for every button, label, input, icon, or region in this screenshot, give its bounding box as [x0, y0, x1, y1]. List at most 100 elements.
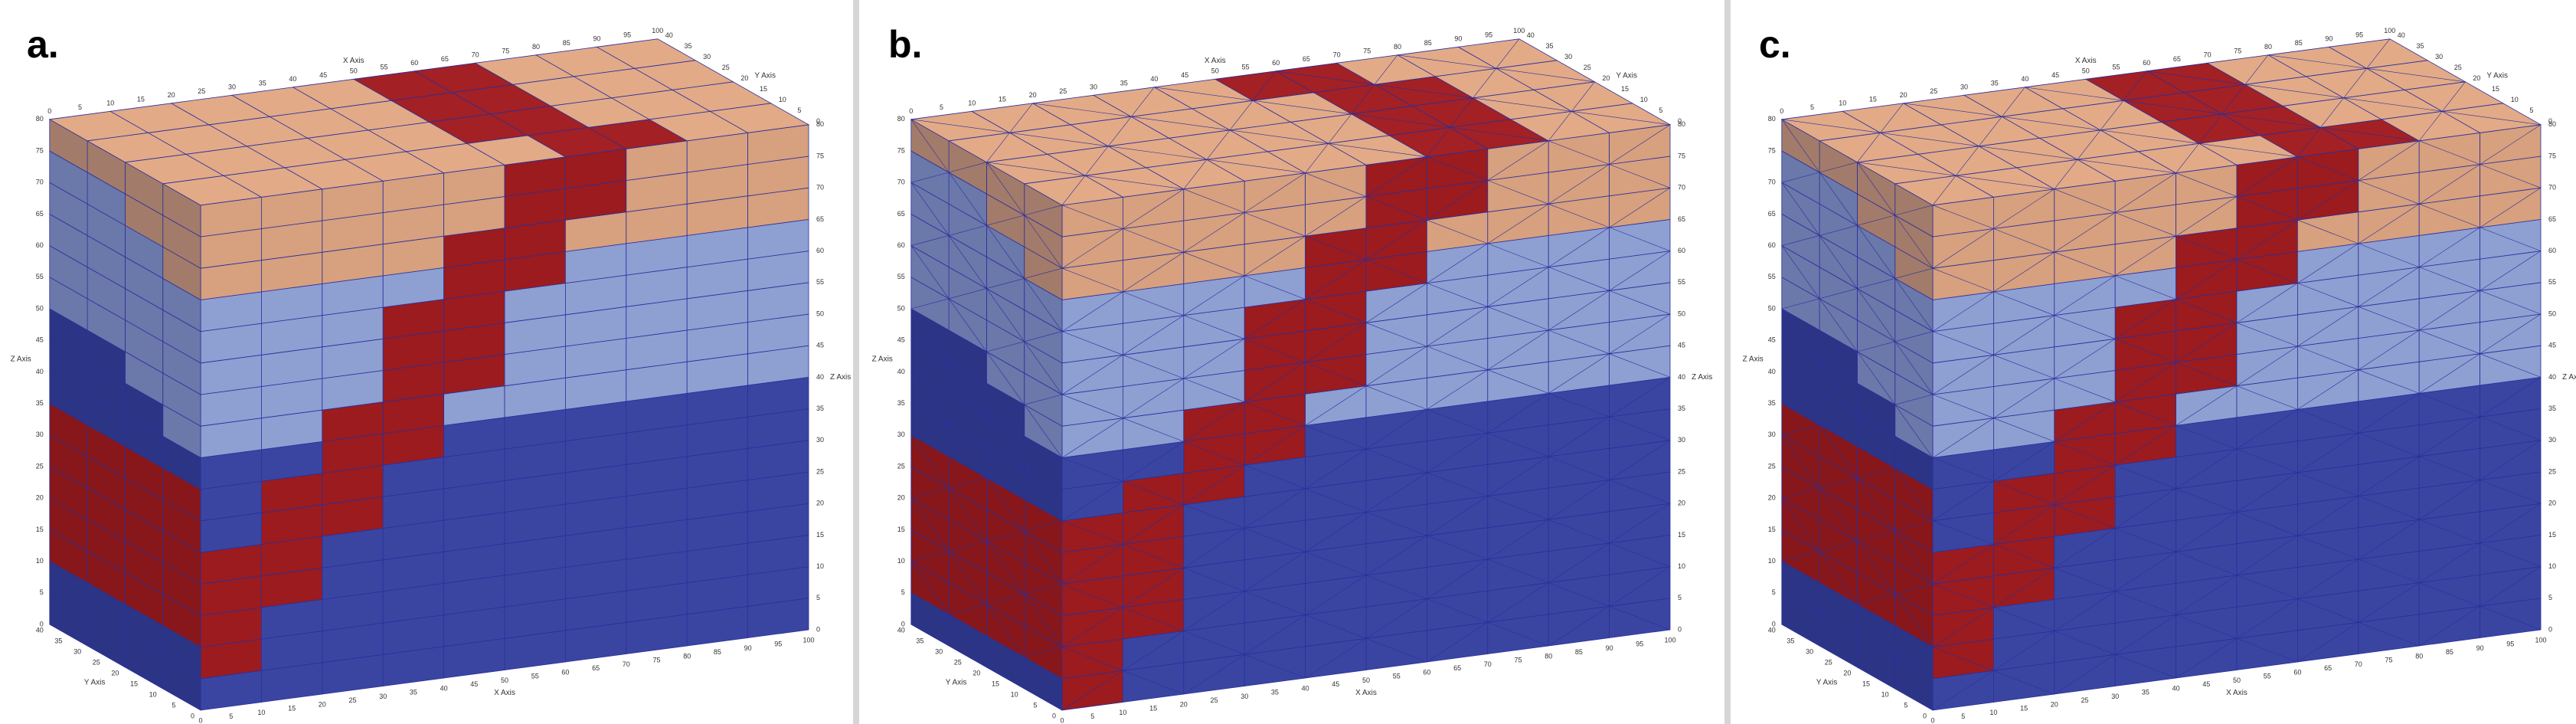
- cell-diagonal: [2419, 456, 2480, 480]
- cell-diagonal: [1487, 432, 1549, 457]
- x-tick-label: 85: [2446, 648, 2453, 656]
- cell-diagonal: [1244, 528, 1306, 552]
- cell-diagonal: [2115, 299, 2176, 339]
- cell-diagonal: [1819, 288, 1858, 300]
- x-tick-label: 35: [259, 79, 266, 87]
- y-tick-label: 35: [684, 42, 691, 50]
- x-tick-label: 45: [470, 680, 478, 688]
- cell-diagonal: [1305, 551, 1367, 576]
- cell-diagonal: [1427, 559, 1488, 599]
- cell-diagonal: [1609, 187, 1671, 228]
- x-axis-title: X Axis: [2226, 689, 2247, 697]
- z-tick-label: 75: [816, 152, 824, 159]
- cell-diagonal: [948, 298, 987, 352]
- y-axis-title: Y Axis: [84, 679, 106, 687]
- z-tick-label: 10: [2548, 562, 2556, 570]
- z-tick-label: 20: [1768, 494, 1776, 502]
- z-tick-label: 0: [40, 620, 44, 627]
- cell-diagonal: [2358, 140, 2420, 181]
- cell-diagonal: [2115, 591, 2176, 615]
- cell-diagonal: [2115, 464, 2176, 490]
- cell-diagonal: [986, 288, 1025, 342]
- cell-diagonal: [2115, 551, 2176, 592]
- z-tick-label: 80: [2548, 120, 2556, 128]
- z-tick-label: 50: [1678, 310, 1685, 317]
- cell-diagonal: [1548, 456, 1610, 480]
- cell-diagonal: [910, 614, 950, 625]
- cell-diagonal: [1244, 591, 1306, 615]
- x-tick-label: 20: [2051, 700, 2058, 708]
- x-tick-label: 35: [410, 689, 417, 696]
- cell-diagonal: [1993, 251, 2055, 293]
- x-tick-label: 20: [319, 700, 326, 708]
- cell-diagonal: [2077, 129, 2101, 160]
- cell-diagonal: [2221, 84, 2246, 114]
- z-tick-label: 10: [36, 557, 44, 565]
- cell-diagonal: [1061, 331, 1123, 355]
- y-tick-label: 20: [1843, 669, 1851, 676]
- cell-diagonal: [986, 467, 1025, 479]
- cell-diagonal: [986, 541, 1025, 595]
- cell-diagonal: [2366, 38, 2391, 69]
- z-tick-label: 80: [36, 115, 44, 123]
- cell-diagonal: [1061, 520, 1123, 545]
- cell-diagonal: [2358, 369, 2420, 394]
- cell-diagonal: [2343, 97, 2443, 112]
- x-tick-label: 30: [1241, 693, 1248, 700]
- cell-diagonal: [1781, 561, 1820, 614]
- z-tick-label: 20: [36, 494, 44, 502]
- cell-diagonal: [2176, 235, 2238, 260]
- z-tick-label: 45: [1768, 336, 1776, 344]
- cell-diagonal: [1365, 156, 1427, 197]
- cell-diagonal: [2054, 339, 2116, 379]
- cell-diagonal: [2480, 187, 2542, 228]
- cell-diagonal: [2297, 219, 2359, 244]
- cell-diagonal: [2054, 464, 2116, 506]
- cell-diagonal: [2297, 346, 2359, 370]
- z-tick-label: 50: [816, 310, 824, 317]
- cell-diagonal: [1365, 283, 1427, 323]
- z-tick-label: 40: [2548, 373, 2556, 381]
- y-tick-label: 25: [722, 64, 730, 71]
- cell-diagonal: [1229, 129, 1329, 144]
- cell-diagonal: [1427, 283, 1488, 307]
- cell-diagonal: [1819, 551, 1858, 604]
- cell-diagonal: [2054, 591, 2116, 631]
- cell-diagonal: [1932, 394, 1994, 418]
- cell-diagonal: [1548, 519, 1610, 544]
- x-tick-label: 30: [2111, 693, 2119, 700]
- z-tick-label: 25: [897, 462, 905, 470]
- cell-diagonal: [2480, 566, 2542, 607]
- z-tick-label: 15: [36, 526, 44, 533]
- cell-diagonal: [1427, 219, 1488, 244]
- x-tick-label: 35: [1271, 689, 1279, 696]
- y-tick-label: 35: [916, 637, 924, 644]
- cell-diagonal: [1487, 519, 1549, 560]
- x-tick-label: 55: [1241, 63, 1249, 70]
- cell-diagonal: [1365, 323, 1427, 347]
- cell-diagonal: [1123, 315, 1184, 355]
- cell-diagonal: [2419, 393, 2480, 418]
- cell-diagonal: [2358, 456, 2420, 496]
- cell-diagonal: [2176, 448, 2238, 490]
- cell-diagonal: [1781, 182, 1820, 236]
- cell-diagonal: [1894, 405, 1934, 458]
- cell-diagonal: [1609, 251, 1671, 291]
- cell-diagonal: [1894, 520, 1934, 532]
- cell-diagonal: [1305, 299, 1367, 323]
- y-tick-label: 15: [760, 85, 767, 93]
- x-tick-label: 65: [2173, 55, 2181, 63]
- cell-diagonal: [1993, 188, 2055, 229]
- cell-diagonal: [948, 551, 987, 604]
- cell-diagonal: [1123, 631, 1184, 671]
- cell-diagonal: [2176, 172, 2238, 197]
- cell-diagonal: [2480, 227, 2542, 251]
- cell-diagonal: [1932, 544, 1994, 585]
- cell-diagonal: [1427, 369, 1488, 410]
- cell-diagonal: [1244, 464, 1306, 490]
- cell-diagonal: [1183, 504, 1245, 529]
- cell-diagonal: [2176, 614, 2238, 639]
- cell-diagonal: [2480, 416, 2542, 441]
- cell-diagonal: [2236, 598, 2298, 639]
- x-tick-label: 0: [909, 107, 913, 115]
